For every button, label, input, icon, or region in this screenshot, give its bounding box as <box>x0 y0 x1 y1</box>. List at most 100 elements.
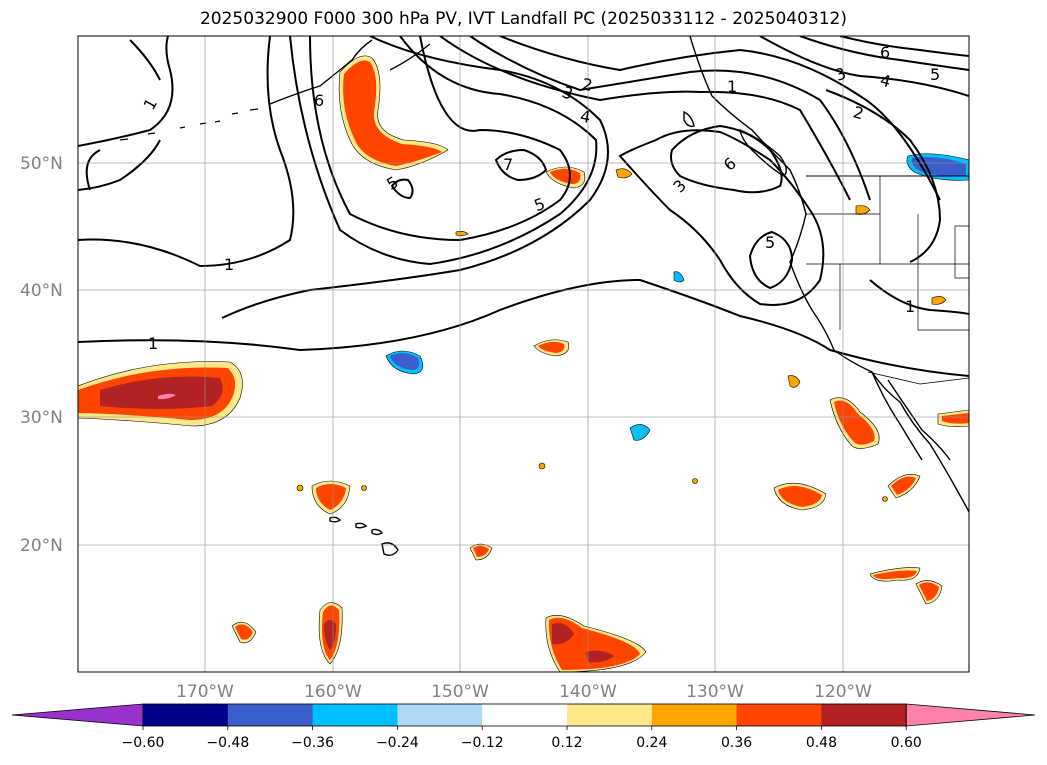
coastline-baja <box>871 371 923 461</box>
contour-canada-4 <box>839 36 969 57</box>
shade-region-pos-m <box>787 375 801 388</box>
shade-region-neg-small-2 <box>629 424 651 441</box>
coastline-north-america <box>689 36 969 513</box>
shade-region-pos-h-core <box>834 400 875 445</box>
contour-1-north <box>78 36 174 147</box>
shade-region-midpac-3 <box>455 231 469 237</box>
map-title: 2025032900 F000 300 hPa PV, IVT Landfall… <box>199 9 847 29</box>
colorbar-segment <box>227 704 314 726</box>
coastlines <box>99 36 969 557</box>
colorbar-tick-label: 0.48 <box>806 735 837 751</box>
colorbar-segment <box>567 704 653 726</box>
contour-outer-2 <box>289 36 598 266</box>
contour-label: 4 <box>878 70 893 91</box>
contour-label: 6 <box>314 91 324 110</box>
contour-canada-3 <box>799 36 969 71</box>
coastline-alaska-2 <box>389 43 431 71</box>
contour-label: 5 <box>930 65 940 84</box>
map-background <box>78 36 969 672</box>
shade-region-pos-f-inner <box>552 623 574 645</box>
shade-dot-5 <box>882 496 888 502</box>
shade-dot-3 <box>538 462 546 470</box>
coastline-hawaii-1 <box>329 516 342 523</box>
colorbar-extend-max <box>905 703 1036 727</box>
coastline-hawaii-3 <box>371 528 384 536</box>
shade-region-pos-k-core <box>919 582 939 601</box>
contour-label: 6 <box>880 43 890 62</box>
colorbar-tick-label: −0.24 <box>376 735 419 751</box>
shade-region-pos-b-core <box>316 484 346 510</box>
colorbar: −0.60 −0.48 −0.36 −0.24 −0.12 0.12 0.24 0.36 0.4… <box>11 703 1036 751</box>
colorbar-segment <box>397 704 483 726</box>
colorbar-segment <box>312 704 398 726</box>
shade-region-pos-a-core <box>538 341 565 353</box>
lat-label: 40°N <box>20 281 63 301</box>
colorbar-segment <box>482 704 568 726</box>
shade-region-alaska-core <box>343 60 442 166</box>
coastline-hawaii-4 <box>381 542 399 557</box>
contour-outer-3 <box>309 36 571 242</box>
shade-region-pos-d-core <box>235 624 253 640</box>
shade-region-rockies-pos <box>931 296 947 305</box>
colorbar-tick-label: 0.36 <box>721 735 752 751</box>
lat-labels: 50°N 40°N 30°N 20°N <box>20 154 63 556</box>
contour-label: 5 <box>765 233 775 252</box>
colorbar-outline <box>142 703 907 727</box>
shade-region-pos-i-core <box>891 476 916 495</box>
contour-7-loop <box>494 148 548 182</box>
contour-4 <box>439 36 851 201</box>
contour-1-west <box>78 36 295 268</box>
shade-region-neg-small-1 <box>673 271 685 283</box>
shade-dot-1 <box>296 484 304 492</box>
colorbar-tick-label: 0.12 <box>551 735 582 751</box>
contour-pacnw-loop <box>618 129 825 306</box>
lat-label: 50°N <box>20 154 63 174</box>
contour-2 <box>78 139 161 191</box>
colorbar-tick-label: −0.60 <box>122 735 165 751</box>
gridlines <box>78 36 969 672</box>
lat-label: 30°N <box>20 408 63 428</box>
shade-region-canada-pos <box>855 205 871 215</box>
contour-2-top <box>499 36 941 201</box>
shade-dot-4 <box>692 478 698 484</box>
lon-label: 130°W <box>686 682 744 702</box>
shade-region-pos-g-core <box>778 486 822 507</box>
shade-region-west-inner <box>100 376 223 409</box>
contour-left-low <box>85 39 161 191</box>
contour-label: 2 <box>851 102 866 123</box>
lon-label: 170°W <box>176 682 234 702</box>
contour-canada-2 <box>759 36 969 97</box>
shade-dot-2 <box>361 485 367 491</box>
colorbar-tick-label: −0.12 <box>461 735 504 751</box>
lon-labels: 170°W 160°W 150°W 140°W 130°W 120°W <box>176 682 872 702</box>
shaded-anomalies <box>78 55 969 672</box>
shade-region-midpac-1-core <box>550 168 581 184</box>
coastline-hawaii-2 <box>355 522 368 529</box>
lon-label: 160°W <box>304 682 362 702</box>
shade-region-pos-f-inner2 <box>586 650 614 663</box>
contour-5-low <box>748 230 794 290</box>
contour-rockies-1 <box>869 279 969 315</box>
contour-1-south <box>78 278 969 377</box>
contour-label: 1 <box>905 297 915 316</box>
lon-label: 150°W <box>431 682 489 702</box>
shade-region-pos-j-core <box>873 570 917 579</box>
shade-region-midpac-2 <box>615 168 633 179</box>
shade-region-pos-l-core <box>942 413 969 424</box>
lon-label: 120°W <box>814 682 872 702</box>
colorbar-tick-label: 0.24 <box>636 735 667 751</box>
lon-label: 140°W <box>559 682 617 702</box>
pv-contours <box>78 36 969 377</box>
shade-region-neg-subtrop-core <box>390 352 420 370</box>
colorbar-segment <box>143 704 229 726</box>
colorbar-tick-label: −0.36 <box>291 735 334 751</box>
contour-label: 1 <box>727 77 737 96</box>
coastline-haida-gwaii <box>683 110 695 128</box>
colorbar-tick-label: −0.48 <box>206 735 249 751</box>
contour-label: 1 <box>148 334 158 353</box>
contour-canada-1 <box>825 89 942 263</box>
coastline-gulf-california <box>887 379 951 461</box>
colorbar-tick-label: 0.60 <box>891 735 922 751</box>
shade-region-west-pink <box>158 393 176 400</box>
